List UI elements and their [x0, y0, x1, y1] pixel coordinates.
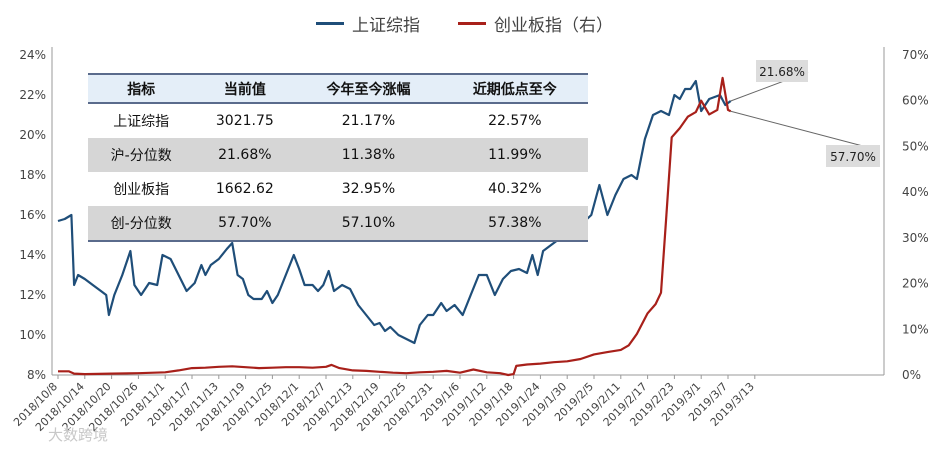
table-header-cell: 指标 [88, 73, 195, 104]
y-right-tick-label: 50% [902, 139, 929, 153]
callout-left-box [756, 60, 808, 82]
legend-label-sse: 上证综指 [352, 15, 420, 36]
y-left-tick-label: 18% [19, 168, 46, 182]
table-cell: 57.70% [194, 206, 296, 242]
table-cell: 3021.75 [194, 103, 296, 138]
table-header-cell: 当前值 [194, 73, 296, 104]
y-left-tick-label: 20% [19, 128, 46, 142]
table-cell: 32.95% [295, 172, 442, 206]
data-table: 指标 当前值 今年至今涨幅 近期低点至今 上证综指 3021.75 21.17%… [88, 73, 588, 242]
table-cell: 40.32% [441, 172, 588, 206]
table-cell: 创-分位数 [88, 206, 195, 242]
table-cell: 11.99% [441, 138, 588, 172]
series-line-sse [57, 79, 732, 345]
table-cell: 创业板指 [88, 172, 195, 206]
y-left-tick-label: 8% [27, 368, 46, 382]
legend: 上证综指 创业板指（右） [0, 8, 936, 38]
legend-label-chinext: 创业板指（右） [494, 15, 613, 36]
table-cell: 1662.62 [194, 172, 296, 206]
legend-item-sse: 上证综指 [316, 8, 420, 38]
series-line-chinext [58, 76, 732, 377]
table-header-cell: 今年至今涨幅 [295, 73, 442, 104]
y-right-tick-label: 30% [902, 231, 929, 245]
table-cell: 21.68% [194, 138, 296, 172]
y-right-tick-label: 40% [902, 185, 929, 199]
table-cell: 11.38% [295, 138, 442, 172]
y-left-tick-label: 14% [19, 248, 46, 262]
y-left-tick-label: 24% [19, 48, 46, 62]
table-cell: 57.38% [441, 206, 588, 242]
legend-swatch-chinext [458, 21, 486, 25]
y-right-tick-label: 60% [902, 94, 929, 108]
callout-right-box [826, 145, 880, 167]
table-header-cell: 近期低点至今 [441, 73, 588, 104]
legend-swatch-sse [316, 21, 344, 25]
table-row: 创-分位数 57.70% 57.10% 57.38% [88, 206, 588, 242]
table-row: 沪-分位数 21.68% 11.38% 11.99% [88, 138, 588, 172]
y-right-tick-label: 10% [902, 322, 929, 336]
table-cell: 22.57% [441, 103, 588, 138]
y-right-tick-label: 20% [902, 277, 929, 291]
y-right-tick-label: 0% [902, 368, 921, 382]
table-cell: 21.17% [295, 103, 442, 138]
y-left-tick-label: 22% [19, 88, 46, 102]
callout-right-leader [730, 110, 879, 151]
watermark: 大数跨境 [48, 426, 108, 444]
y-left-tick-label: 16% [19, 208, 46, 222]
table-row: 创业板指 1662.62 32.95% 40.32% [88, 172, 588, 206]
y-left-tick-label: 12% [19, 288, 46, 302]
table-row: 上证综指 3021.75 21.17% 22.57% [88, 103, 588, 138]
callout-right-label: 57.70% [830, 150, 876, 164]
table-cell: 57.10% [295, 206, 442, 242]
table-header-row: 指标 当前值 今年至今涨幅 近期低点至今 [88, 73, 588, 104]
legend-item-chinext: 创业板指（右） [458, 8, 613, 38]
y-right-tick-label: 70% [902, 48, 929, 62]
y-left-tick-label: 10% [19, 328, 46, 342]
callout-left-label: 21.68% [759, 65, 805, 79]
table-cell: 沪-分位数 [88, 138, 195, 172]
table-cell: 上证综指 [88, 103, 195, 138]
